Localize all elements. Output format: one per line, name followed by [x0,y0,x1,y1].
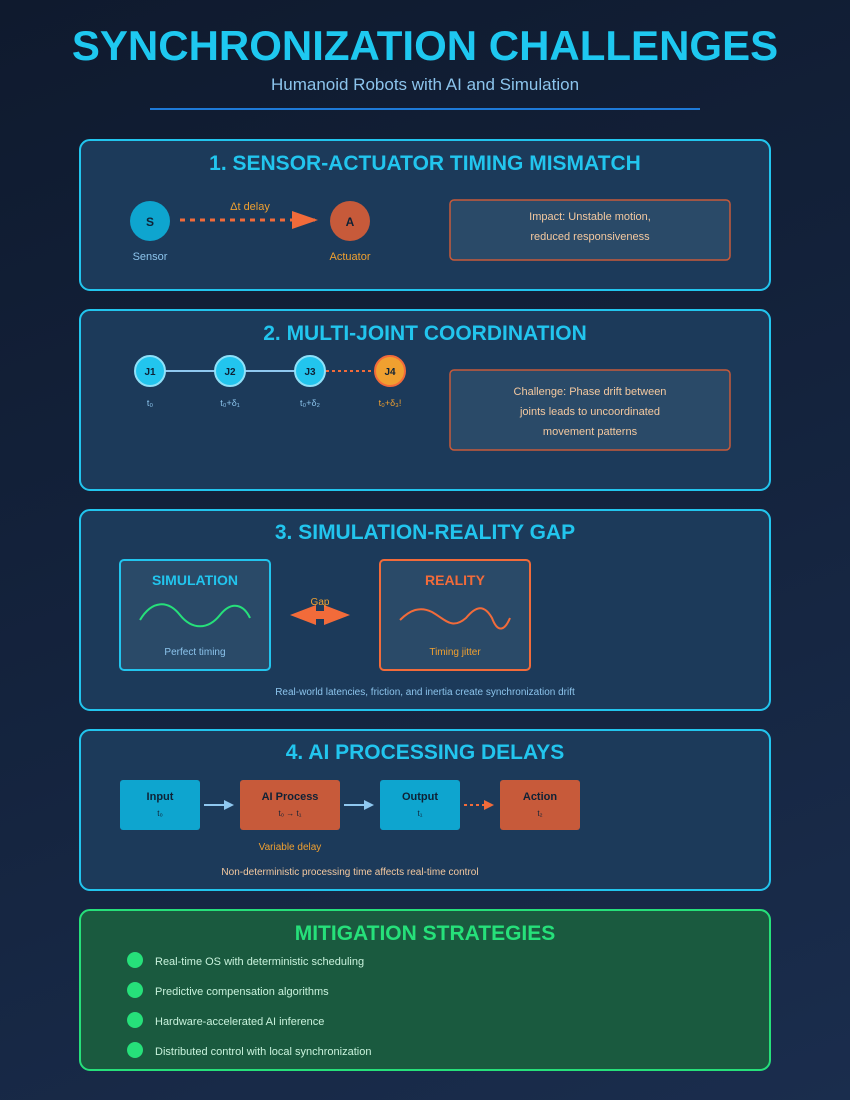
actuator-letter: A [346,215,355,229]
mitigation-panel [79,909,771,1071]
pipeline-step-input [120,780,200,830]
bullet-icon [127,982,143,998]
simulation-box [119,559,271,671]
reality-caption: Timing jitter [429,647,481,658]
mitigation-title: MITIGATION STRATEGIES [295,922,556,945]
simulation-caption: Perfect timing [164,647,225,658]
simulation-wave [139,603,251,628]
mitigation-item: Predictive compensation algorithms [155,986,329,998]
reality-title: REALITY [425,572,486,588]
step-time: t₂ [537,809,542,818]
challenge-text-line2: joints leads to uncoordinated [519,406,660,418]
sensor-node [130,201,170,241]
step-time: t₀ → t₁ [279,809,302,818]
step-label: Output [402,791,438,803]
joint-node-j2 [214,355,246,387]
joint-label: J3 [304,367,316,378]
page-title: SYNCHRONIZATION CHALLENGES [72,22,778,69]
page-subtitle: Humanoid Robots with AI and Simulation [271,75,579,94]
challenge-text-line1: Challenge: Phase drift between [514,386,667,398]
mitigation-item: Hardware-accelerated AI inference [155,1016,324,1028]
impact-box [449,199,731,261]
sensor-label: Sensor [133,251,168,263]
impact-text-line2: reduced responsiveness [530,231,650,243]
step-time: t₀ [157,809,163,818]
section-ai-delays: 4. AI PROCESSING DELAYS Input t₀ AI Proc… [79,729,771,891]
joint-time: t₀ [147,398,154,408]
challenge-box [449,369,731,451]
step-label: Input [147,791,174,803]
joint-node-j4 [374,355,406,387]
impact-text-line1: Impact: Unstable motion, [529,211,651,223]
joint-label: J2 [224,367,236,378]
step-label: Action [523,791,558,803]
joint-time: t₀+δ₃! [379,398,402,408]
section-title: 2. MULTI-JOINT COORDINATION [263,322,587,345]
joint-node-j1 [134,355,166,387]
joint-time: t₀+δ₁ [220,398,240,408]
step-time: t₁ [418,809,423,818]
reality-box [379,559,531,671]
reality-wave [399,607,511,630]
section-title: 4. AI PROCESSING DELAYS [286,741,565,764]
section-multi-joint: 2. MULTI-JOINT COORDINATION J1 t₀ J2 t₀+… [79,309,771,491]
pipeline-step-action [500,780,580,830]
challenge-text-line3: movement patterns [543,426,638,438]
actuator-label: Actuator [330,251,371,263]
variable-delay-label: Variable delay [259,842,322,853]
section-mitigation: MITIGATION STRATEGIES Real-time OS with … [79,909,771,1071]
step-label: AI Process [262,791,319,803]
joint-label: J4 [384,367,396,378]
actuator-node [330,201,370,241]
section-title: 3. SIMULATION-REALITY GAP [275,521,575,544]
joint-node-j3 [294,355,326,387]
joint-label: J1 [144,367,156,378]
mitigation-item: Distributed control with local synchroni… [155,1046,371,1058]
mitigation-item: Real-time OS with deterministic scheduli… [155,956,364,968]
section-sim-reality: 3. SIMULATION-REALITY GAP SIMULATION Per… [79,509,771,711]
pipeline-step-output [380,780,460,830]
bullet-icon [127,1012,143,1028]
simulation-title: SIMULATION [152,572,238,588]
section-sensor-actuator: 1. SENSOR-ACTUATOR TIMING MISMATCH S Sen… [79,139,771,291]
sim-reality-footer: Real-world latencies, friction, and iner… [275,687,575,698]
pipeline-step-ai-process [240,780,340,830]
joint-time: t₀+δ₂ [300,398,321,408]
ai-delays-footer: Non-deterministic processing time affect… [221,867,478,878]
section-title: 1. SENSOR-ACTUATOR TIMING MISMATCH [209,152,641,175]
delay-arrowhead [292,211,318,229]
bullet-icon [127,952,143,968]
gap-label: Gap [311,597,330,608]
gap-bar [300,611,340,619]
sensor-letter: S [146,215,154,229]
bullet-icon [127,1042,143,1058]
delay-label: Δt delay [230,201,270,213]
